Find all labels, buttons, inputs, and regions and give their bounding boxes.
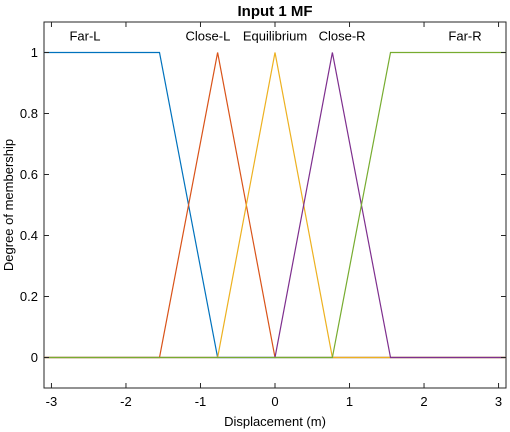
chart-title: Input 1 MF <box>238 3 313 20</box>
x-tick-label: -1 <box>195 394 207 409</box>
axes-box <box>43 21 507 389</box>
x-tick-label: 3 <box>495 394 502 409</box>
y-tick-label: 1 <box>31 45 38 60</box>
mf-label-close-l: Close-L <box>186 28 231 43</box>
mf-labels: Far-L Close-L Equilibrium Close-R Far-R <box>69 28 481 43</box>
y-tick-label: 0.2 <box>20 289 38 304</box>
y-tick-label: 0.6 <box>20 167 38 182</box>
series-far-r <box>44 51 506 359</box>
mf-label-equilibrium: Equilibrium <box>243 28 307 43</box>
x-tick-label: 2 <box>420 394 427 409</box>
mf-label-close-r: Close-R <box>319 28 366 43</box>
x-axis-label: Displacement (m) <box>224 414 326 429</box>
y-tick-label: 0 <box>31 350 38 365</box>
mf-label-far-l: Far-L <box>69 28 100 43</box>
y-axis-ticks: 0 0.2 0.4 0.6 0.8 1 <box>20 45 506 365</box>
x-axis-ticks: -3 -2 -1 0 1 2 3 <box>46 22 502 409</box>
x-tick-label: -3 <box>46 394 58 409</box>
mf-label-far-r: Far-R <box>448 28 481 43</box>
x-tick-label: -2 <box>120 394 132 409</box>
y-tick-label: 0.4 <box>20 228 38 243</box>
x-tick-label: 0 <box>271 394 278 409</box>
plot-area <box>43 21 507 389</box>
series-layer <box>44 51 506 359</box>
x-tick-label: 1 <box>346 394 353 409</box>
y-tick-label: 0.8 <box>20 106 38 121</box>
y-axis-label: Degree of membership <box>1 139 16 271</box>
